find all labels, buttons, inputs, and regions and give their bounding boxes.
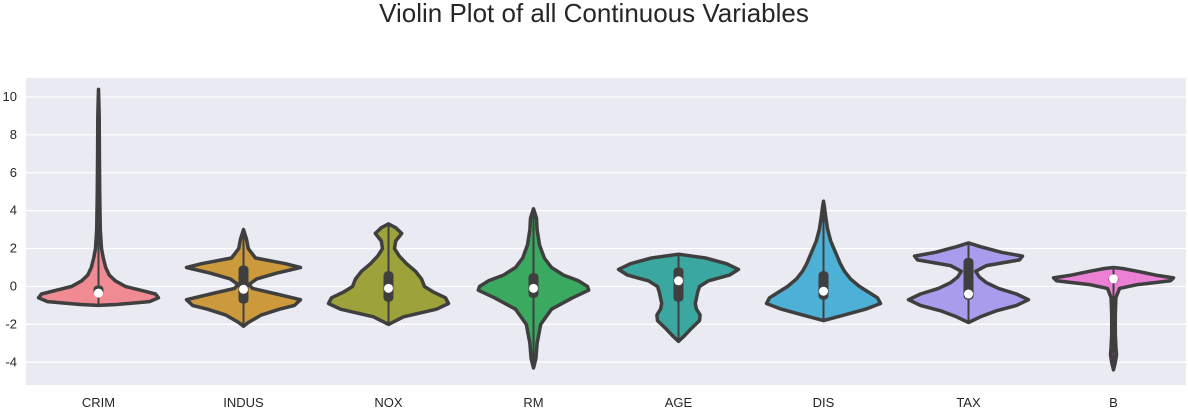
median-point [819,286,828,296]
y-tick-label: 0 [10,278,17,293]
x-tick-label: CRIM [82,395,115,409]
y-tick-label: 4 [10,203,17,218]
median-point [239,284,248,294]
y-tick-label: 2 [10,241,17,256]
x-tick-label: RM [523,395,543,409]
median-point [94,288,103,298]
violin-nox [326,222,451,327]
x-tick-label: NOX [374,395,403,409]
y-tick-label: -4 [5,354,17,369]
x-axis-ticks: CRIM INDUS NOX RM AGE DIS TAX B [82,395,1118,409]
violin-tax [906,241,1031,325]
y-tick-label: 10 [3,89,17,104]
median-point [1109,274,1118,284]
median-point [529,283,538,293]
violin-dis [764,199,883,323]
iqr-box [963,258,974,300]
plot-area-background [26,78,1186,385]
y-tick-label: 8 [10,127,17,142]
median-point [964,289,973,299]
x-tick-label: TAX [956,395,981,409]
x-tick-label: AGE [665,395,693,409]
y-tick-label: 6 [10,165,17,180]
violin-crim [36,87,161,308]
violins [36,87,1176,372]
x-tick-label: DIS [813,395,835,409]
x-tick-label: B [1109,395,1118,409]
median-point [384,283,393,293]
median-point [674,276,683,286]
y-tick-label: -2 [5,316,17,331]
violin-age [616,252,741,344]
chart-title: Violin Plot of all Continuous Variables [379,0,809,28]
y-axis-ticks: -4 -2 0 2 4 6 8 10 [3,89,17,369]
x-tick-label: INDUS [223,395,264,409]
violin-rm [476,207,591,370]
violin-b [1051,265,1176,372]
violin-indus [184,227,303,329]
iqr-box [238,265,249,304]
grid-lines [26,96,1186,363]
